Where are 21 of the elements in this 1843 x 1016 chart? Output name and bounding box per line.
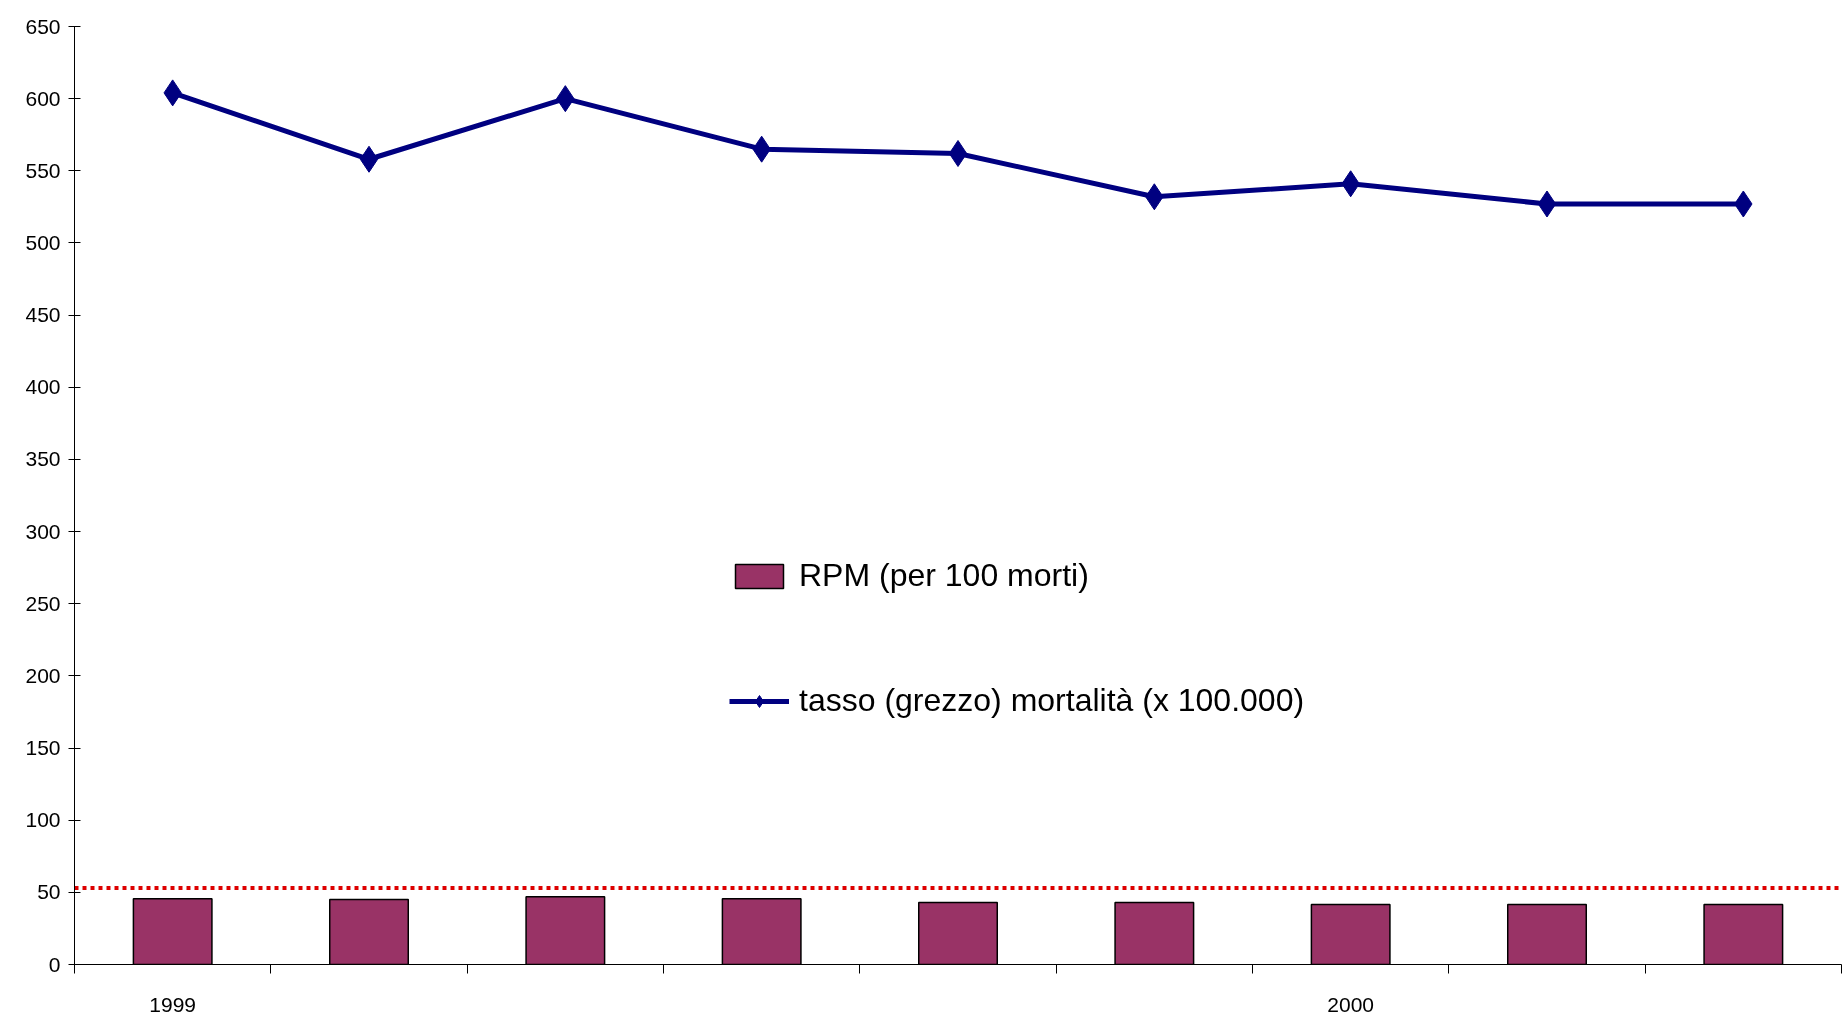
x-tick-label: 1999	[149, 992, 197, 1016]
y-tick-label: 500	[25, 230, 61, 254]
y-tick-label: 100	[25, 808, 61, 832]
y-tick-label: 650	[25, 14, 61, 38]
y-tick-label: 50	[37, 880, 61, 904]
y-tick-label: 600	[25, 86, 61, 110]
y-tick-label: 150	[25, 736, 61, 760]
point	[948, 139, 968, 167]
y-tick-label: 200	[25, 663, 61, 687]
y-tick-label: 250	[25, 591, 61, 615]
point	[1537, 190, 1557, 218]
y-tick-label: 450	[25, 303, 61, 327]
y-tick-label: 0	[48, 952, 61, 976]
legend-label: RPM (per 100 morti)	[799, 557, 1089, 594]
legend-label: tasso (grezzo) mortalità (x 100.000)	[799, 682, 1305, 719]
y-tick-label: 550	[25, 158, 61, 182]
point	[359, 145, 379, 173]
y-tick-label: 300	[25, 519, 61, 543]
y-tick-label: 400	[25, 375, 61, 399]
x-tick-label: 2000	[1327, 992, 1375, 1016]
y-tick-label: 350	[25, 447, 61, 471]
